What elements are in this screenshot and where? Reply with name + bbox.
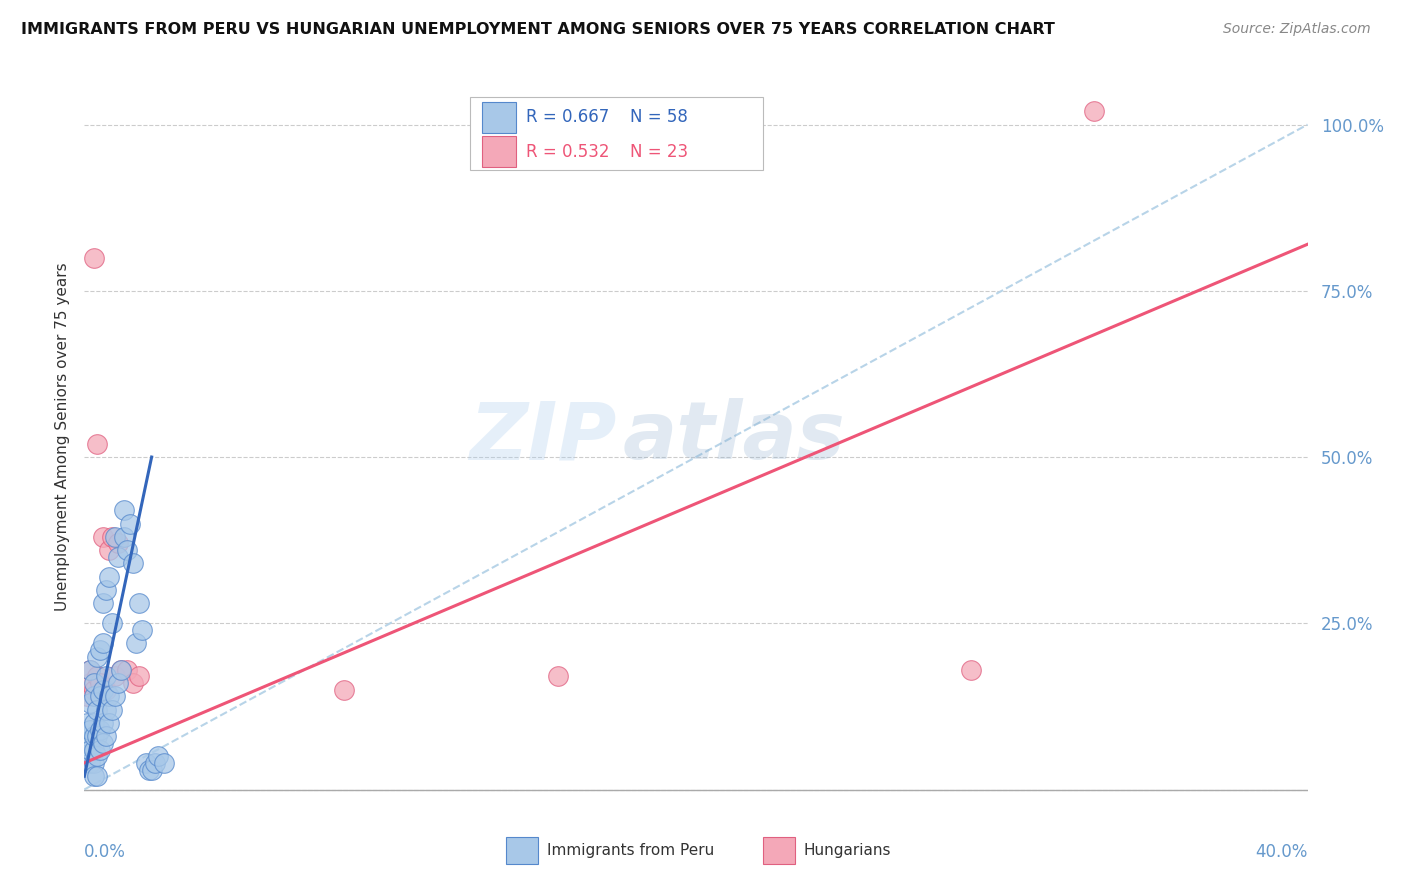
Point xyxy=(94,669,117,683)
Point xyxy=(1083,104,1105,119)
Point xyxy=(547,669,569,683)
Point xyxy=(125,636,148,650)
Point xyxy=(110,663,132,677)
Point xyxy=(83,742,105,756)
Point xyxy=(146,749,169,764)
Point xyxy=(112,503,135,517)
Point xyxy=(101,530,124,544)
Point xyxy=(76,716,98,731)
Point xyxy=(86,769,108,783)
Point xyxy=(79,723,101,737)
Point xyxy=(104,530,127,544)
Text: Immigrants from Peru: Immigrants from Peru xyxy=(547,843,714,858)
Point xyxy=(107,549,129,564)
Point xyxy=(83,716,105,731)
Point xyxy=(333,682,356,697)
Point xyxy=(94,582,117,597)
Point xyxy=(104,690,127,704)
Point xyxy=(131,623,153,637)
Text: R = 0.532: R = 0.532 xyxy=(526,143,609,161)
Point xyxy=(107,676,129,690)
Point xyxy=(97,543,120,558)
Point xyxy=(79,756,101,770)
Point xyxy=(97,690,120,704)
FancyBboxPatch shape xyxy=(506,838,538,863)
Point xyxy=(86,649,108,664)
Point xyxy=(128,669,150,683)
Point xyxy=(122,676,145,690)
Point xyxy=(79,742,101,756)
Point xyxy=(97,570,120,584)
Point xyxy=(91,716,114,731)
Text: Hungarians: Hungarians xyxy=(804,843,891,858)
Point xyxy=(94,682,117,697)
Point xyxy=(960,663,983,677)
Text: IMMIGRANTS FROM PERU VS HUNGARIAN UNEMPLOYMENT AMONG SENIORS OVER 75 YEARS CORRE: IMMIGRANTS FROM PERU VS HUNGARIAN UNEMPL… xyxy=(21,22,1054,37)
Point xyxy=(94,729,117,743)
Text: ZIP: ZIP xyxy=(470,398,616,476)
Point xyxy=(89,690,111,704)
Point xyxy=(115,543,138,558)
Point xyxy=(143,756,166,770)
Point xyxy=(122,557,145,571)
Point xyxy=(76,729,98,743)
Text: N = 23: N = 23 xyxy=(630,143,688,161)
Point xyxy=(112,530,135,544)
Point xyxy=(101,616,124,631)
Point xyxy=(115,663,138,677)
Point xyxy=(120,516,142,531)
Point xyxy=(128,596,150,610)
Point xyxy=(86,436,108,450)
Point xyxy=(86,703,108,717)
FancyBboxPatch shape xyxy=(763,838,794,863)
Point xyxy=(91,736,114,750)
Point xyxy=(89,690,111,704)
Point xyxy=(83,251,105,265)
Point xyxy=(89,723,111,737)
Point xyxy=(79,696,101,710)
FancyBboxPatch shape xyxy=(482,102,516,133)
Point xyxy=(89,742,111,756)
Point xyxy=(83,682,105,697)
Point xyxy=(91,596,114,610)
Point xyxy=(101,703,124,717)
Point xyxy=(79,663,101,677)
Point xyxy=(104,669,127,683)
Point xyxy=(91,682,114,697)
Point xyxy=(86,749,108,764)
Y-axis label: Unemployment Among Seniors over 75 years: Unemployment Among Seniors over 75 years xyxy=(55,263,70,611)
Point xyxy=(83,756,105,770)
Point xyxy=(135,756,157,770)
Text: 0.0%: 0.0% xyxy=(84,843,127,861)
Point xyxy=(76,736,98,750)
Text: atlas: atlas xyxy=(623,398,845,476)
Point xyxy=(94,703,117,717)
Point xyxy=(79,663,101,677)
Point xyxy=(76,749,98,764)
Point xyxy=(110,663,132,677)
Point xyxy=(107,536,129,550)
Text: 40.0%: 40.0% xyxy=(1256,843,1308,861)
Point xyxy=(89,643,111,657)
Point xyxy=(83,676,105,690)
Point xyxy=(97,716,120,731)
Point xyxy=(91,636,114,650)
Point xyxy=(138,763,160,777)
Point xyxy=(83,729,105,743)
Point xyxy=(79,676,101,690)
FancyBboxPatch shape xyxy=(470,97,763,170)
Text: Source: ZipAtlas.com: Source: ZipAtlas.com xyxy=(1223,22,1371,37)
Point xyxy=(89,676,111,690)
Point xyxy=(83,769,105,783)
Point xyxy=(86,669,108,683)
Point xyxy=(91,530,114,544)
Point xyxy=(153,756,176,770)
FancyBboxPatch shape xyxy=(482,136,516,167)
Point xyxy=(83,690,105,704)
Text: R = 0.667: R = 0.667 xyxy=(526,109,609,127)
Point xyxy=(76,690,98,704)
Point xyxy=(141,763,163,777)
Text: N = 58: N = 58 xyxy=(630,109,688,127)
Point xyxy=(86,729,108,743)
